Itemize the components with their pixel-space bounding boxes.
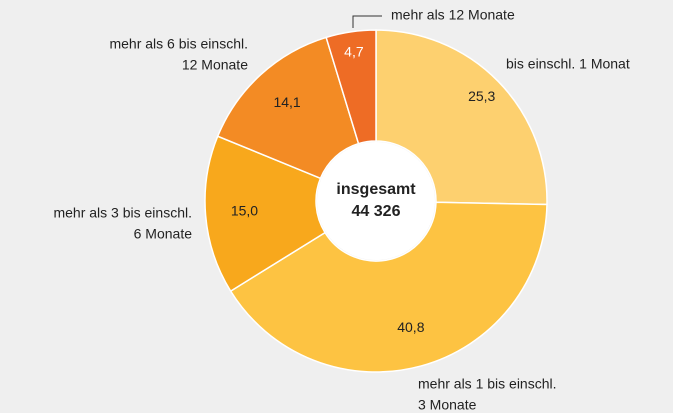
category-label: mehr als 6 bis einschl. [109, 36, 248, 52]
category-label: 6 Monate [134, 226, 193, 242]
category-label: bis einschl. 1 Monat [506, 56, 630, 72]
category-label: mehr als 3 bis einschl. [53, 205, 192, 221]
value-label: 14,1 [273, 94, 300, 110]
donut-hole [317, 142, 435, 260]
category-label: 3 Monate [418, 397, 477, 413]
center-title: insgesamt [336, 181, 416, 198]
value-label: 25,3 [468, 88, 495, 104]
value-label: 4,7 [344, 43, 364, 59]
donut-slice [216, 36, 360, 180]
donut-slice [325, 29, 377, 145]
value-label: 40,8 [397, 319, 424, 335]
center-total: 44 326 [352, 203, 401, 220]
leader-line [352, 15, 382, 28]
category-label: mehr als 12 Monate [391, 7, 515, 23]
category-label: 12 Monate [182, 57, 248, 73]
donut-slice [229, 201, 548, 373]
value-label: 15,0 [231, 203, 258, 219]
category-label: mehr als 1 bis einschl. [418, 376, 557, 392]
donut-slice [375, 29, 548, 206]
donut-slice [204, 135, 327, 293]
